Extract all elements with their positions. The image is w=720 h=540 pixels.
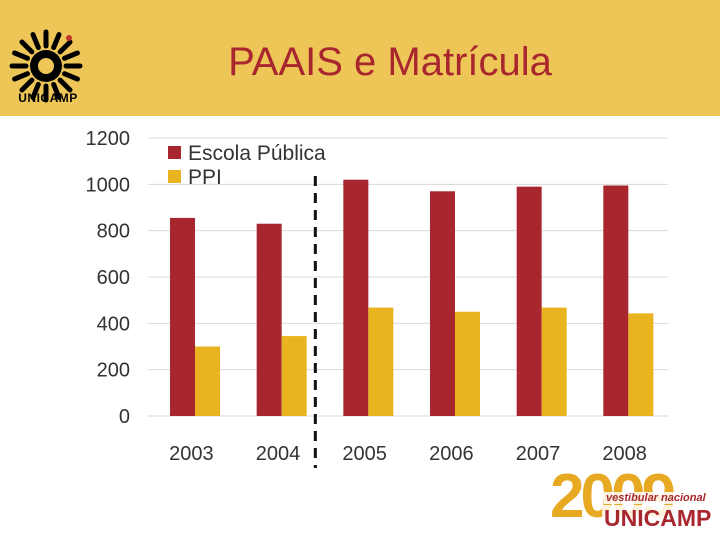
bar-escola-publica-2007 bbox=[516, 186, 542, 416]
bar-ppi-2007 bbox=[541, 307, 567, 416]
legend-label: PPI bbox=[188, 166, 222, 189]
bar-ppi-2005 bbox=[368, 307, 394, 416]
x-tick-label: 2003 bbox=[169, 443, 214, 465]
legend-label: Escola Pública bbox=[188, 142, 326, 165]
header-bar: UNICAMP PAAIS e Matrícula bbox=[0, 0, 720, 116]
bar-escola-publica-2006 bbox=[430, 191, 455, 416]
y-tick-label: 800 bbox=[97, 221, 130, 243]
legend-swatch bbox=[168, 146, 181, 159]
x-tick-label: 2005 bbox=[342, 443, 387, 465]
y-tick-label: 1000 bbox=[86, 174, 131, 196]
y-tick-label: 0 bbox=[119, 406, 130, 428]
bar-ppi-2004 bbox=[281, 336, 307, 416]
legend-swatch bbox=[168, 170, 181, 183]
x-tick-label: 2008 bbox=[602, 443, 647, 465]
bar-ppi-2008 bbox=[628, 313, 654, 416]
y-tick-label: 200 bbox=[97, 360, 130, 382]
bar-escola-publica-2008 bbox=[603, 185, 629, 416]
bar-chart: 0 200 400 600 800 1000 1200 2003 2004 2005 2006 200… bbox=[86, 128, 668, 468]
bar-ppi-2006 bbox=[455, 311, 480, 416]
bar-escola-publica-2003 bbox=[170, 217, 195, 416]
y-tick-label: 600 bbox=[97, 267, 130, 289]
footer-name: UNICAMP bbox=[602, 505, 714, 532]
bar-escola-publica-2004 bbox=[256, 223, 282, 416]
x-tick-label: 2007 bbox=[516, 443, 561, 465]
y-tick-label: 400 bbox=[97, 313, 130, 335]
logo-text: UNICAMP bbox=[18, 91, 78, 105]
page-title: PAAIS e Matrícula bbox=[228, 40, 552, 84]
footer-subtitle: vestibular nacional bbox=[604, 492, 708, 504]
unicamp-logo-icon bbox=[9, 29, 83, 103]
bar-escola-publica-2005 bbox=[343, 179, 369, 416]
x-tick-label: 2006 bbox=[429, 443, 474, 465]
bar-ppi-2003 bbox=[195, 346, 220, 416]
y-tick-label: 1200 bbox=[86, 128, 131, 150]
x-tick-label: 2004 bbox=[256, 443, 301, 465]
